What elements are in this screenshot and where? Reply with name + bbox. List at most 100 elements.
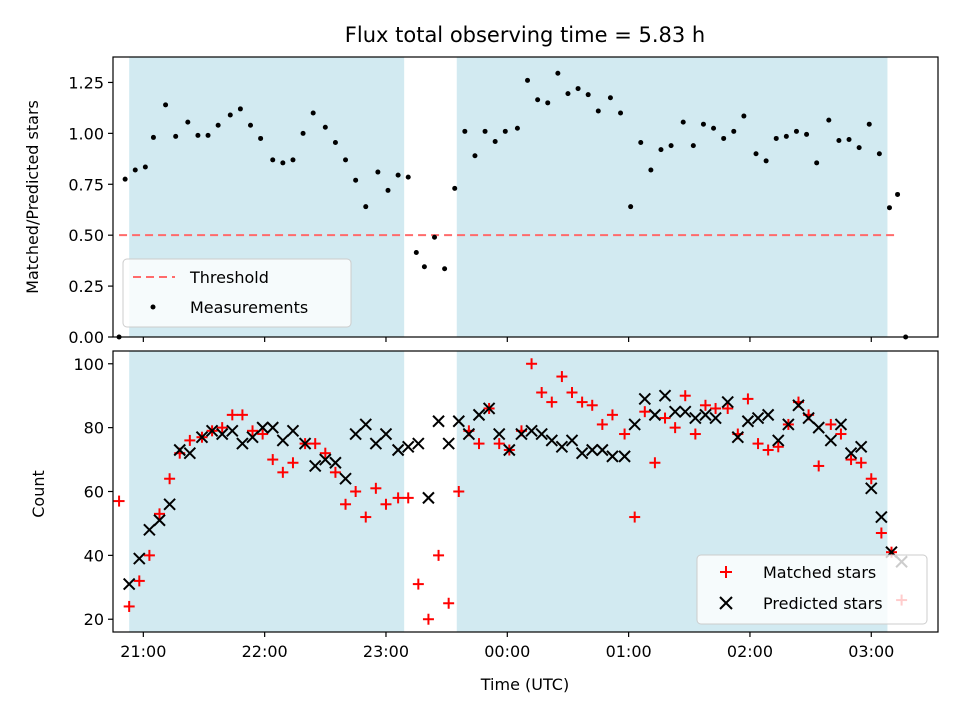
measurement-point	[575, 86, 581, 92]
bottom-y-ticks: 20 40 60 80 100	[73, 355, 113, 629]
x-tick-label: 22:00	[242, 642, 288, 661]
measurement-point	[375, 169, 381, 175]
matched-star-point	[649, 457, 661, 469]
matched-star-point	[493, 438, 505, 450]
x-axis-label: Time (UTC)	[480, 675, 569, 694]
predicted-star-point	[865, 482, 878, 495]
y-tick-label: 60	[84, 483, 104, 502]
observing-window	[456, 57, 888, 337]
measurement-point	[280, 160, 286, 166]
y-tick-label: 0.00	[68, 328, 104, 347]
top-axes-frame	[112, 56, 939, 338]
measurement-point	[565, 91, 571, 97]
matched-star-point	[845, 454, 857, 466]
measurement-point	[363, 204, 369, 210]
bottom-x-ticks: 21:00 22:00 23:00 00:00 01:00 02:00 03:00	[120, 632, 894, 661]
measurement-point	[895, 191, 901, 197]
matched-star-point	[164, 473, 176, 485]
predicted-star-point	[153, 514, 166, 527]
matched-star-point	[546, 396, 558, 408]
matched-star-point	[742, 393, 754, 405]
predicted-star-point	[834, 418, 848, 431]
x-tick-label: 00:00	[484, 642, 530, 661]
predicted-star-point	[236, 437, 249, 450]
measurement-point	[502, 128, 508, 134]
predicted-star-point	[493, 427, 506, 441]
predicted-star-point	[844, 446, 858, 460]
x-tick-label: 21:00	[120, 642, 166, 661]
predicted-star-point	[575, 446, 589, 460]
matched-star-point	[123, 600, 135, 612]
predicted-star-point	[709, 411, 722, 425]
measurement-point	[452, 185, 458, 191]
count-panel: 20 40 60 80 100 21:00 22:00 23:00 00:00 01:00 02:…	[29, 350, 939, 694]
measurement-point	[618, 110, 624, 116]
top-y-axis-label: Matched/Predicted stars	[23, 100, 42, 294]
predicted-star-point	[379, 427, 393, 441]
matched-star-point	[689, 428, 701, 440]
predicted-star-point	[761, 408, 775, 422]
predicted-star-point	[122, 577, 136, 591]
measurement-point	[163, 102, 169, 108]
predicted-star-point	[298, 437, 312, 450]
matched-star-point	[473, 438, 485, 450]
matched-star-point	[813, 460, 825, 472]
matched-star-point	[329, 466, 341, 478]
matched-star-point	[710, 402, 722, 414]
predicted-star-point	[412, 437, 425, 450]
matched-star-point	[772, 441, 784, 453]
measurement-point	[638, 140, 644, 146]
measurement-point	[150, 134, 156, 140]
measurement-point	[856, 145, 862, 151]
matched-star-point	[277, 466, 289, 478]
top-legend-box	[122, 258, 352, 328]
legend-measurements-swatch	[150, 304, 156, 310]
y-tick-label: 40	[84, 546, 104, 565]
predicted-star-point	[482, 402, 496, 415]
predicted-star-point	[339, 472, 352, 485]
matched-star-point	[247, 425, 259, 437]
predicted-star-point	[741, 415, 755, 428]
measurement-point	[783, 133, 789, 139]
chart-title: Flux total observing time = 5.83 h	[345, 23, 705, 47]
predicted-star-point	[173, 443, 186, 457]
matched-star-point	[257, 428, 269, 440]
measurement-point	[432, 234, 438, 240]
matched-star-point	[865, 473, 877, 485]
predicted-star-point	[163, 498, 176, 511]
predicted-star-point	[721, 395, 734, 409]
measurement-point	[535, 97, 541, 103]
x-tick-label: 23:00	[363, 642, 409, 661]
measurement-point	[731, 128, 737, 134]
measurement-point	[472, 153, 478, 159]
predicted-star-point	[854, 440, 868, 454]
y-tick-label: 0.50	[68, 226, 104, 245]
x-tick-label: 03:00	[848, 642, 894, 661]
measurement-point	[185, 119, 191, 125]
x-tick-label: 02:00	[727, 642, 773, 661]
measurement-point	[205, 132, 211, 138]
matched-star-point	[340, 498, 352, 510]
measurement-point	[866, 121, 872, 127]
matched-star-point	[619, 428, 631, 440]
measurement-point	[525, 77, 531, 83]
measurement-point	[215, 122, 221, 128]
predicted-star-point	[286, 424, 300, 438]
matched-star-point	[412, 578, 424, 590]
measurement-point	[886, 205, 892, 211]
measurement-point	[395, 172, 401, 178]
predicted-star-point	[751, 411, 765, 425]
measurements-layer	[116, 70, 909, 340]
predicted-star-point	[432, 415, 445, 428]
matched-star-point	[443, 597, 455, 609]
matched-star-point	[154, 508, 166, 520]
y-tick-label: 80	[84, 419, 104, 438]
x-tick-label: 01:00	[606, 642, 652, 661]
matched-star-point	[699, 399, 711, 411]
matched-star-point	[287, 457, 299, 469]
measurement-point	[195, 132, 201, 138]
counts-layer	[113, 358, 908, 625]
predicted-star-point	[246, 431, 259, 444]
measurement-point	[142, 164, 148, 170]
y-tick-label: 20	[84, 610, 104, 629]
